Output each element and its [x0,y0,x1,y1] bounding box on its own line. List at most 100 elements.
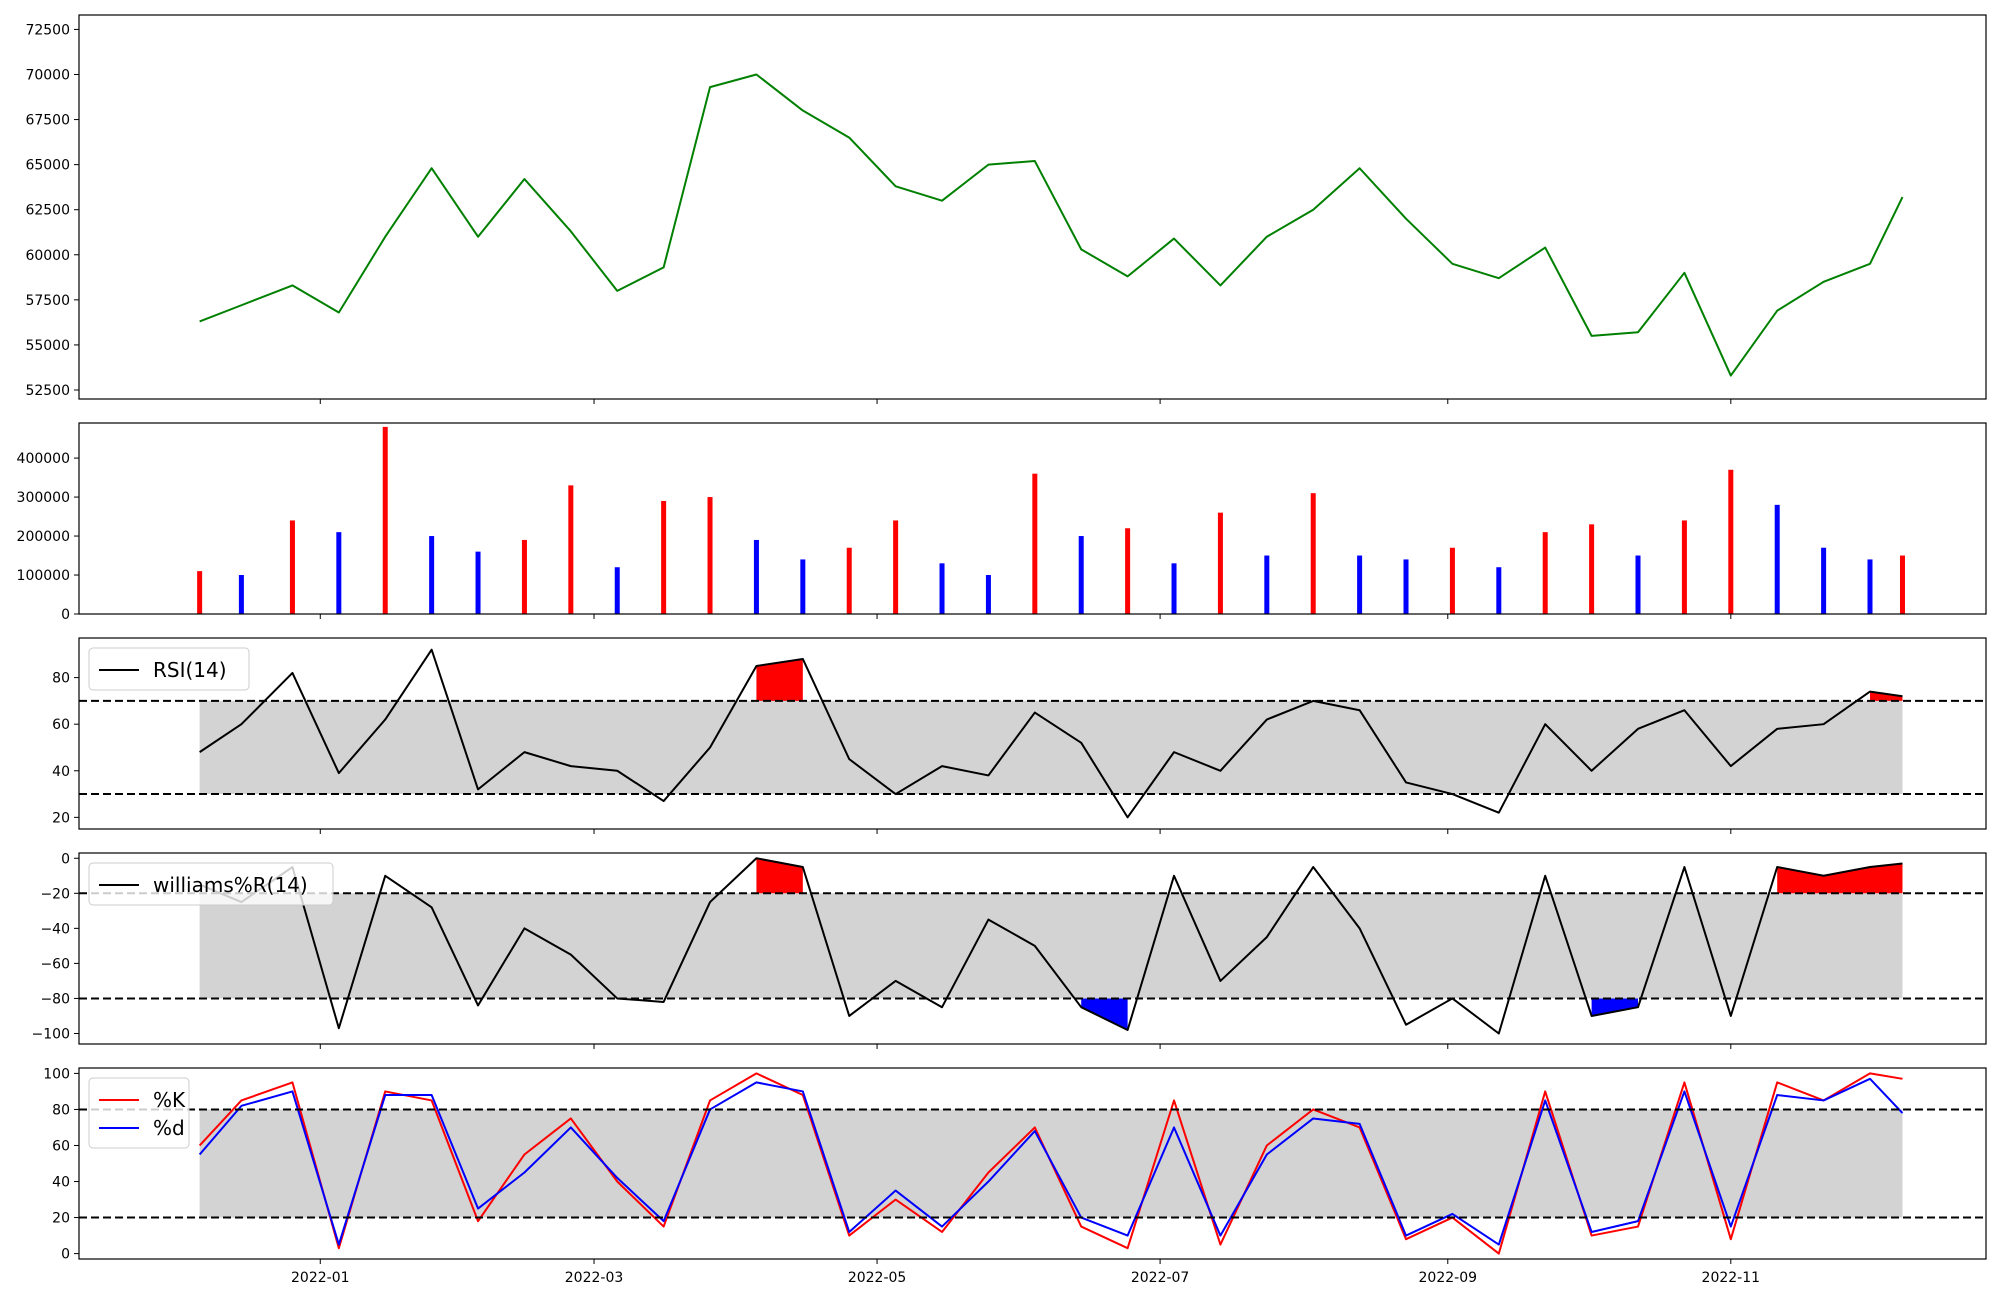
price-ytick-label: 70000 [25,67,70,83]
stochastic-ytick-label: 60 [52,1138,70,1154]
volume-bar [1774,504,1780,614]
volume-bar [336,532,342,614]
price-ytick-label: 57500 [25,293,70,309]
volume-bar [893,520,899,614]
volume-bar [1449,547,1455,614]
williams-ytick-label: 0 [61,851,70,867]
rsi-frame [78,637,1987,830]
rsi-ytick-label: 40 [52,764,70,780]
volume-bar [614,567,620,614]
volume-bar [382,426,388,614]
volume-bar [753,539,759,614]
xtick-label: 2022-11 [1702,1270,1761,1286]
volume-bar [1264,555,1270,614]
price-ytick-label: 65000 [25,158,70,174]
volume-bar [1542,532,1548,614]
volume-bar [1171,563,1177,614]
stochastic-ytick-label: 40 [52,1175,70,1191]
stochastic-plot-area [198,1072,1904,1255]
volume-bar [661,500,667,614]
williams-oversold-fill [1591,998,1639,1016]
price-plot-area [199,73,1904,377]
williams-legend-box [88,862,334,906]
stochastic-legend-label: %d [153,1116,185,1140]
volume-ytick-label: 100000 [17,568,70,584]
stochastic-series-line [198,1072,1903,1255]
rsi-band [199,700,1903,795]
volume-bar [1357,555,1363,614]
volume-ytick-label: 0 [61,607,70,623]
rsi-panel: 20 40 60 80 RSI(14) [52,637,1987,834]
rsi-ytick-label: 20 [52,810,70,826]
williams-overbought-fill [756,858,803,894]
williams-series-line [199,857,1903,1035]
price-ytick-label: 72500 [25,22,70,38]
volume-bar [939,563,945,614]
volume-bar [707,497,713,614]
volume-plot-area [197,426,1905,614]
volume-bar [1496,567,1502,614]
price-ytick-label: 67500 [25,113,70,129]
williams-band [199,893,1903,999]
volume-ytick-label: 300000 [17,490,70,506]
volume-frame [78,422,1987,615]
volume-ytick-label: 400000 [17,451,70,467]
volume-bar [985,575,991,614]
volume-bar [1821,547,1827,614]
price-ytick-label: 55000 [25,338,70,354]
williams-ytick-label: −40 [40,921,70,937]
williams-panel: −100 −80 −60 −40 −20 0 williams%R(14) [32,851,1987,1049]
price-series-line [199,73,1904,377]
volume-bar [1635,555,1641,614]
volume-bar [1589,524,1595,614]
xtick-label: 2022-03 [565,1270,624,1286]
stochastic-legend-box [88,1077,190,1149]
williams-ytick-label: −80 [40,991,70,1007]
volume-bar [1032,473,1038,614]
williams-overbought-fill [1777,863,1903,894]
volume-bar [1217,512,1223,614]
volume-bar [1899,555,1905,614]
xtick-label: 2022-01 [291,1270,350,1286]
volume-bar [568,485,574,614]
price-ytick-label: 52500 [25,383,70,399]
stochastic-panel: 0 20 40 60 80 100 %K %d [43,1066,1987,1264]
rsi-ytick-label: 80 [52,671,70,687]
stochastic-ytick-label: 100 [43,1066,70,1082]
volume-bar [846,547,852,614]
rsi-legend-box [88,647,250,691]
stochastic-ytick-label: 0 [61,1247,70,1263]
price-ytick-label: 62500 [25,203,70,219]
price-frame [78,14,1987,400]
volume-bar [197,571,203,614]
volume-bar [289,520,295,614]
rsi-overbought-fill [1870,691,1903,701]
volume-bar [800,559,806,614]
volume-ytick-label: 200000 [17,529,70,545]
stochastic-frame [78,1067,1987,1260]
rsi-overbought-fill [756,658,803,701]
volume-bar [1078,536,1084,614]
price-panel: 52500 55000 57500 60000 62500 65000 67500 70000… [25,14,1987,404]
williams-legend-label: williams%R(14) [153,873,308,897]
volume-bar [1403,559,1409,614]
stochastic-ytick-label: 20 [52,1211,70,1227]
volume-bar [238,575,244,614]
stochastic-legend-label: %K [153,1088,186,1112]
volume-bar [1867,559,1873,614]
volume-panel: 0 100000 200000 300000 400000 [17,422,1987,623]
williams-ytick-label: −60 [40,956,70,972]
volume-bar [1310,493,1316,614]
williams-ytick-label: −100 [32,1026,70,1042]
volume-bar [1125,528,1131,614]
stochastic-series-line [198,1077,1904,1246]
xtick-label: 2022-09 [1419,1270,1478,1286]
volume-bar [475,551,481,614]
rsi-plot-area [199,648,1903,819]
chart-panels: 5250055000575006000062500650006750070000… [17,14,1987,1286]
williams-ytick-label: −20 [40,886,70,902]
price-ytick-label: 60000 [25,248,70,264]
xtick-label: 2022-07 [1131,1270,1190,1286]
williams-oversold-fill [1081,998,1128,1030]
